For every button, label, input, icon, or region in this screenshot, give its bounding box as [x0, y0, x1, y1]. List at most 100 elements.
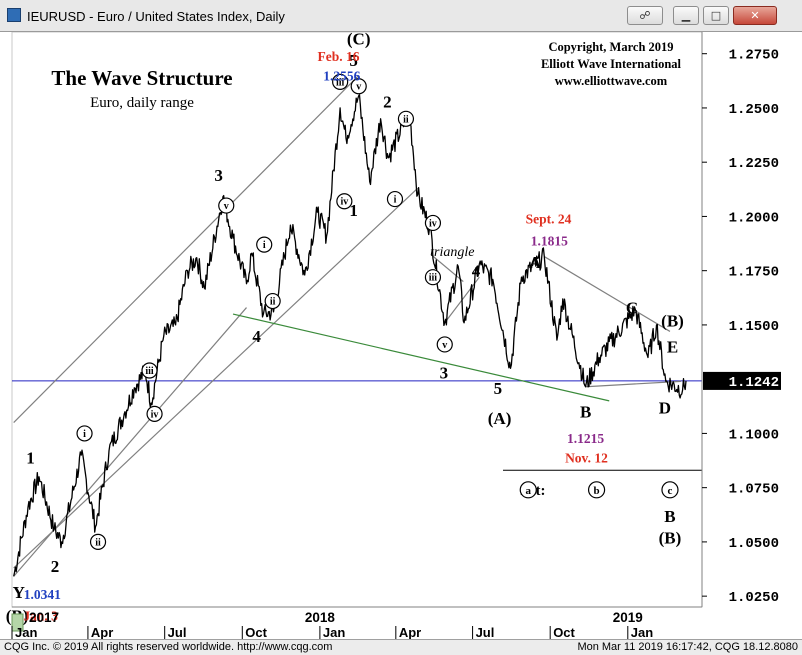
wave-label-circle-11 — [256, 236, 273, 253]
x-tick-label-1: Apr — [91, 625, 113, 639]
wave-label-circle-12 — [264, 292, 281, 310]
x-tick-label-6: Jul — [476, 625, 495, 639]
wave-label-28: (A) — [488, 409, 512, 428]
wave-label-circle-20 — [397, 110, 415, 127]
wave-label-6: iii — [145, 366, 154, 377]
trendline-3 — [232, 313, 610, 402]
x-tick-label-5: Apr — [399, 625, 421, 639]
annotation-0: Feb. 16 — [317, 49, 359, 64]
copyright-line-1: Copyright, March 2019 — [548, 40, 673, 54]
minimize-icon: ▁ — [681, 9, 691, 22]
wave-label-9: v — [224, 201, 229, 212]
current-price-box — [703, 371, 781, 390]
wave-label-29: A — [529, 253, 542, 272]
x-tick-label-2: Jul — [168, 625, 187, 639]
wave-label-14: v — [356, 82, 361, 93]
wave-label-circle-9 — [218, 197, 235, 214]
alt-circle-2 — [661, 481, 679, 499]
wave-label-1: 2 — [51, 557, 60, 576]
wave-label-26: 4 — [472, 262, 481, 281]
wave-label-circle-4 — [76, 425, 93, 442]
trendline-6 — [431, 255, 464, 282]
price-line — [13, 94, 687, 577]
wave-label-0: 1 — [26, 448, 35, 467]
wave-label-8: 3 — [214, 166, 223, 185]
copyright-line-2: Elliott Wave International — [541, 57, 682, 71]
x-tick-label-0: Jan — [15, 625, 37, 639]
wave-label-34: E — [667, 338, 678, 357]
annotation-7: Nov. 12 — [565, 450, 608, 465]
chart-subtitle: Euro, daily range — [90, 95, 194, 111]
wave-label-11: i — [263, 240, 266, 251]
wave-label-18: 1 — [349, 201, 358, 220]
wave-label-circle-21 — [386, 190, 404, 208]
trendline-1 — [13, 187, 419, 569]
alt-sub-1: (B) — [659, 529, 682, 548]
chart-title: The Wave Structure — [51, 66, 232, 90]
wave-label-17: iv — [340, 197, 348, 208]
alt-circle-0 — [519, 481, 537, 499]
wave-label-20: ii — [403, 114, 409, 125]
annotation-6: 1.1215 — [567, 431, 604, 446]
wave-label-32: D — [659, 398, 671, 417]
wave-label-16: (C) — [347, 32, 371, 49]
y-tick-label-0: 1.2750 — [729, 48, 779, 64]
wave-label-circle-24 — [436, 336, 453, 353]
wave-label-circle-23 — [424, 269, 442, 286]
year-label-1: 2018 — [305, 610, 336, 625]
wave-label-19: 2 — [383, 92, 392, 111]
wave-label-circle-5 — [89, 533, 107, 551]
y-tick-label-10: 1.0250 — [729, 590, 779, 606]
wave-label-circle-22 — [424, 214, 442, 232]
wave-label-5: ii — [95, 537, 101, 548]
price-axis-bg — [702, 32, 802, 607]
annotation-5: 1.1815 — [531, 233, 568, 248]
y-tick-label-1: 1.2500 — [729, 102, 779, 118]
title-bar[interactable]: IEURUSD - Euro / United States Index, Da… — [0, 0, 802, 32]
copyright-line-3: www.elliottwave.com — [555, 74, 668, 88]
y-tick-label-8: 1.0750 — [729, 482, 779, 498]
wave-label-23: iii — [429, 273, 438, 284]
window-title: IEURUSD - Euro / United States Index, Da… — [27, 9, 285, 24]
close-button[interactable]: ✕ — [733, 6, 777, 25]
wave-label-33: (B) — [661, 312, 684, 331]
annotations: Feb. 16 1.2556 1.0341 Jan. 3 Sept. 24 1.1815 1… — [23, 49, 608, 624]
wave-label-22: iv — [429, 218, 437, 229]
wave-label-10: 4 — [252, 327, 261, 346]
price-chart: 12Y(B)iiiiiiiv3v4iiiiiiv5(C)iv12iiiiviii… — [6, 32, 802, 639]
link-icon: ☍ — [639, 9, 651, 22]
wave-label-27: 5 — [494, 379, 503, 398]
y-tick-label-7: 1.1000 — [729, 427, 779, 443]
annotation-8: triangle — [430, 245, 474, 260]
annotation-3: Jan. 3 — [23, 609, 58, 624]
price-series — [13, 94, 687, 577]
maximize-button[interactable]: □ — [703, 6, 729, 25]
link-button[interactable]: ☍ — [627, 6, 663, 25]
scroll-handle — [11, 613, 24, 632]
alt-circle-label-0: a — [526, 485, 532, 497]
wave-label-7: iv — [151, 409, 159, 420]
wave-label-30: B — [580, 403, 591, 422]
alt-sub-0: B — [664, 507, 675, 526]
alt-circle-label-1: b — [594, 485, 600, 497]
wave-label-circle-7 — [146, 405, 163, 422]
x-tick-label-3: Oct — [245, 625, 267, 639]
annotation-1: 1.2556 — [323, 68, 360, 83]
minimize-button[interactable]: ▁ — [673, 6, 699, 25]
year-label-0: 2017 — [29, 610, 59, 625]
close-icon: ✕ — [750, 9, 760, 22]
trendlines — [13, 74, 681, 577]
wave-labels: 12Y(B)iiiiiiiv3v4iiiiiiv5(C)iv12iiiiviii… — [6, 32, 684, 626]
y-tick-label-2: 1.2250 — [729, 156, 779, 172]
wave-label-31: C — [626, 299, 638, 318]
y-tick-label-4: 1.1750 — [729, 265, 779, 281]
wave-label-15: 5 — [349, 51, 358, 70]
maximize-icon: □ — [710, 9, 722, 22]
y-tick-label-5: 1.1500 — [729, 319, 779, 335]
alt-circle-label-2: c — [668, 485, 673, 497]
app-icon — [7, 8, 21, 22]
wave-label-circle-6 — [141, 362, 158, 379]
trendline-2 — [13, 74, 360, 423]
